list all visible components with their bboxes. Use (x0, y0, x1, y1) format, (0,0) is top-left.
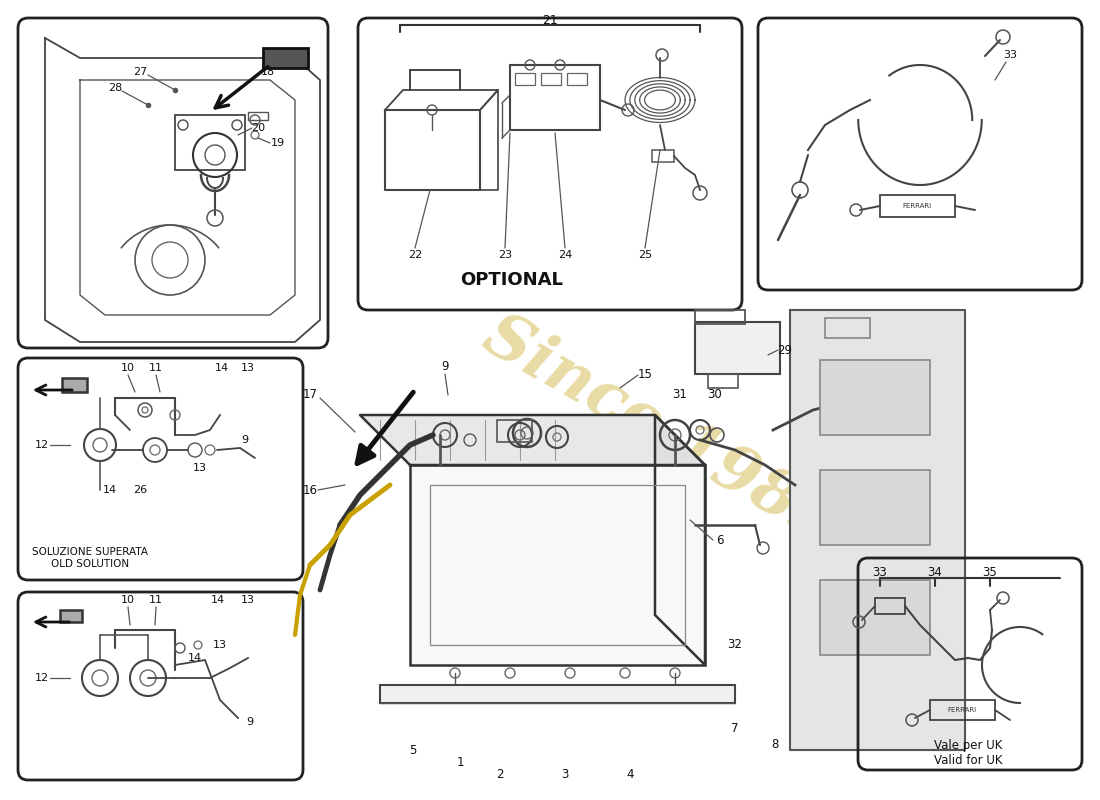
Text: OPTIONAL: OPTIONAL (460, 271, 563, 289)
Bar (820, 470, 930, 545)
Bar (60, 610, 82, 622)
Polygon shape (790, 310, 965, 750)
Text: 22: 22 (408, 250, 422, 260)
Text: 30: 30 (707, 389, 723, 402)
Text: 9: 9 (441, 361, 449, 374)
Text: 15: 15 (638, 369, 652, 382)
Bar (880, 195, 955, 217)
Text: 2: 2 (496, 769, 504, 782)
Text: 20: 20 (251, 123, 265, 133)
Text: 4: 4 (626, 769, 634, 782)
Text: 7: 7 (732, 722, 739, 734)
Text: 28: 28 (108, 83, 122, 93)
Text: 13: 13 (213, 640, 227, 650)
Bar (248, 112, 268, 120)
Bar (515, 73, 535, 85)
Bar (820, 360, 930, 435)
Text: 1: 1 (456, 757, 464, 770)
Text: 11: 11 (148, 363, 163, 373)
Text: 6: 6 (716, 534, 724, 546)
Text: Vale per UK
Valid for UK: Vale per UK Valid for UK (934, 739, 1002, 767)
Text: 14: 14 (103, 485, 117, 495)
Text: SOLUZIONE SUPERATA
OLD SOLUTION: SOLUZIONE SUPERATA OLD SOLUTION (32, 547, 148, 569)
Text: 23: 23 (498, 250, 513, 260)
Text: 3: 3 (561, 769, 569, 782)
Bar (652, 150, 674, 162)
Text: 10: 10 (121, 595, 135, 605)
Bar (695, 310, 745, 324)
Text: Since 1985: Since 1985 (473, 304, 847, 556)
Polygon shape (360, 415, 705, 465)
Bar (510, 65, 600, 130)
Text: 25: 25 (638, 250, 652, 260)
Bar (566, 73, 587, 85)
Bar (541, 73, 561, 85)
Bar (175, 115, 245, 170)
Text: 26: 26 (133, 485, 147, 495)
Bar (874, 598, 905, 614)
Bar (379, 685, 735, 703)
Text: 17: 17 (302, 389, 318, 402)
Text: 32: 32 (727, 638, 742, 651)
Text: 12: 12 (35, 673, 50, 683)
Text: 13: 13 (241, 595, 255, 605)
Bar (497, 420, 532, 442)
Text: 31: 31 (672, 389, 688, 402)
Text: 14: 14 (214, 363, 229, 373)
Text: 27: 27 (133, 67, 147, 77)
Text: 33: 33 (1003, 50, 1018, 60)
Text: 8: 8 (771, 738, 779, 751)
Bar (430, 485, 685, 645)
Text: 14: 14 (188, 653, 202, 663)
Text: FERRARI: FERRARI (902, 203, 932, 209)
Text: 13: 13 (241, 363, 255, 373)
Text: 9: 9 (241, 435, 249, 445)
Text: 16: 16 (302, 483, 318, 497)
Text: 29: 29 (778, 343, 792, 357)
Text: 19: 19 (271, 138, 285, 148)
Bar (695, 322, 780, 374)
Bar (930, 700, 996, 720)
Bar (820, 580, 930, 655)
Text: 35: 35 (982, 566, 998, 578)
Bar (410, 465, 705, 665)
Text: 12: 12 (35, 440, 50, 450)
Text: FERRARI: FERRARI (947, 707, 977, 713)
Text: 5: 5 (409, 743, 417, 757)
Polygon shape (654, 415, 705, 665)
Text: 9: 9 (246, 717, 254, 727)
Bar (263, 48, 308, 68)
Text: 14: 14 (211, 595, 226, 605)
Text: 21: 21 (542, 14, 558, 26)
Text: 33: 33 (872, 566, 888, 578)
Text: 10: 10 (121, 363, 135, 373)
Bar (708, 374, 738, 388)
Text: 18: 18 (261, 67, 275, 77)
Bar (825, 318, 870, 338)
Text: 13: 13 (192, 463, 207, 473)
Text: 24: 24 (558, 250, 572, 260)
Text: 11: 11 (148, 595, 163, 605)
Text: 34: 34 (927, 566, 943, 578)
Bar (62, 378, 87, 392)
